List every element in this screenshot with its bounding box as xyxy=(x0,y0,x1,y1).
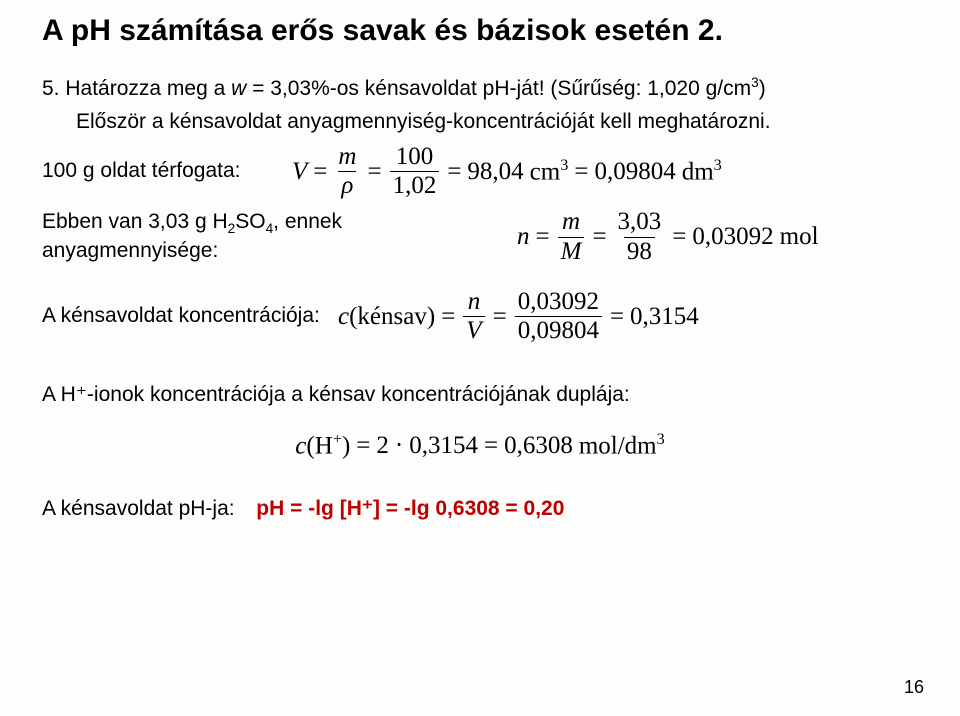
hplus-math: c(H+) = 2 · 0,3154 = 0,6308 mol/dm3 xyxy=(295,429,664,462)
sup-plus: + xyxy=(333,430,342,448)
val-009804: 0,09804 xyxy=(594,156,675,188)
sym-eq11: = xyxy=(356,430,370,462)
q-text1: Határozza meg a xyxy=(65,77,231,100)
row-volume-math: V = m ρ = 100 1,02 = 98,04 cm3 = 0,09804… xyxy=(292,144,722,200)
frac-den-98: 98 xyxy=(624,237,655,265)
row-amount-math: n = m M = 3,03 98 = 0,03092 mol xyxy=(517,209,819,265)
question-line: 5. Határozza meg a w = 3,03%-os kénsavol… xyxy=(42,74,918,103)
frac-100-102: 100 1,02 xyxy=(390,144,440,200)
sym-eq7: = xyxy=(672,221,686,253)
frac-num-n: n xyxy=(465,289,484,316)
frac-num-100: 100 xyxy=(393,144,437,171)
sym-dot: · xyxy=(395,430,403,462)
row-conc-math: c(kénsav) = n V = 0,03092 0,09804 = 0,31… xyxy=(338,289,699,345)
row-amount-label: Ebben van 3,03 g H2SO4, ennek anyagmenny… xyxy=(42,209,517,265)
arg-kensav: (kénsav) xyxy=(349,303,435,330)
exp3b: 3 xyxy=(714,156,722,174)
sym-n: n xyxy=(517,221,530,253)
sym-c2: c xyxy=(295,432,306,459)
sym-eq4: = xyxy=(574,156,588,188)
q-num: 5. xyxy=(42,77,60,100)
q-w: w xyxy=(231,77,246,100)
unit-mol: mol xyxy=(780,221,819,253)
sym-eq6: = xyxy=(592,221,606,253)
frac-003092-009804: 0,03092 0,09804 xyxy=(515,289,602,345)
sym-eq9: = xyxy=(493,301,507,333)
hplus-math-row: c(H+) = 2 · 0,3154 = 0,6308 mol/dm3 xyxy=(42,429,918,462)
unit-moldm3: mol/dm3 xyxy=(579,429,665,462)
frac-den-M: M xyxy=(558,237,585,265)
row-conc: A kénsavoldat koncentrációja: c(kénsav) … xyxy=(42,289,918,345)
slide-title: A pH számítása erős savak és bázisok ese… xyxy=(42,14,918,48)
unit-moldm: mol/dm xyxy=(579,432,657,459)
val-03154: 0,3154 xyxy=(630,301,699,333)
frac-num-303: 3,03 xyxy=(615,209,665,236)
val-03154b: 0,3154 xyxy=(409,430,478,462)
lbl-b: SO xyxy=(235,210,265,233)
sym-eq8: = xyxy=(441,301,455,333)
val-06308: 0,6308 xyxy=(504,430,573,462)
row-volume: 100 g oldat térfogata: V = m ρ = 100 1,0… xyxy=(42,144,918,200)
cH: c(H+) xyxy=(295,429,350,462)
q-close: ) xyxy=(759,77,766,100)
row-conc-label: A kénsavoldat koncentrációja: xyxy=(42,303,338,330)
page-number: 16 xyxy=(904,677,924,698)
ph-result: pH = -lg [H⁺] = -lg 0,6308 = 0,20 xyxy=(256,497,564,520)
sym-c: c xyxy=(338,303,349,330)
frac-den-V: V xyxy=(463,316,484,344)
intro-line: Először a kénsavoldat anyagmennyiség-kon… xyxy=(76,109,918,136)
unit-cm3: cm3 xyxy=(530,155,569,188)
frac-m-M: m M xyxy=(558,209,585,265)
row-amount: Ebben van 3,03 g H2SO4, ennek anyagmenny… xyxy=(42,209,918,265)
unit-dm: dm xyxy=(682,158,714,185)
frac-n-V: n V xyxy=(463,289,484,345)
q-eq: = 3,03%-os kénsavoldat pH-ját! (Sűrűség:… xyxy=(246,77,751,100)
exp3c: 3 xyxy=(657,430,665,448)
unit-dm3: dm3 xyxy=(682,155,722,188)
frac-num-top: 0,03092 xyxy=(515,289,602,316)
sym-eq12: = xyxy=(484,430,498,462)
row-volume-label: 100 g oldat térfogata: xyxy=(42,158,292,185)
val-9804: 98,04 xyxy=(467,156,523,188)
val-2: 2 xyxy=(376,430,389,462)
hplus-text: A H⁺-ionok koncentrációja a kénsav konce… xyxy=(42,382,918,409)
frac-m-rho: m ρ xyxy=(335,144,359,200)
close-paren: ) xyxy=(342,432,350,459)
c-kensav: c(kénsav) xyxy=(338,301,435,333)
frac-num-m2: m xyxy=(559,209,583,236)
unit-cm: cm xyxy=(530,158,561,185)
frac-den-bot: 0,09804 xyxy=(515,316,602,344)
sym-eq2: = xyxy=(367,156,381,188)
frac-num-m: m xyxy=(335,144,359,171)
q-sup3: 3 xyxy=(751,75,759,90)
ph-line: A kénsavoldat pH-ja: pH = -lg [H⁺] = -lg… xyxy=(42,496,918,523)
ph-label: A kénsavoldat pH-ja: xyxy=(42,497,235,520)
frac-den-rho: ρ xyxy=(338,171,356,199)
open-H: (H xyxy=(306,432,332,459)
sym-V: V xyxy=(292,156,307,188)
val-003092: 0,03092 xyxy=(692,221,773,253)
sym-eq1: = xyxy=(313,156,327,188)
exp3a: 3 xyxy=(560,156,568,174)
sym-eq5: = xyxy=(536,221,550,253)
lbl-a: Ebben van 3,03 g H xyxy=(42,210,228,233)
frac-303-98: 3,03 98 xyxy=(615,209,665,265)
frac-den-102: 1,02 xyxy=(390,171,440,199)
sym-eq10: = xyxy=(610,301,624,333)
sym-eq3: = xyxy=(447,156,461,188)
